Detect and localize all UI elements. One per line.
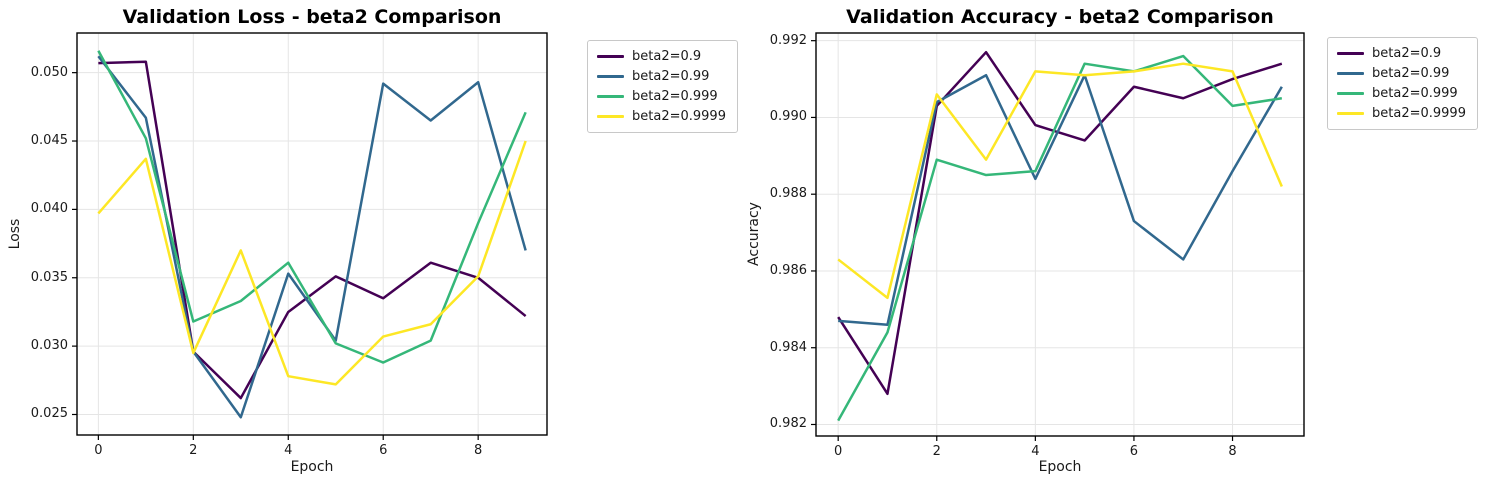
legend-item: beta2=0.9 [597, 48, 726, 65]
legend-label: beta2=0.9 [1372, 46, 1442, 61]
legend-line-swatch [597, 95, 624, 98]
accuracy-chart-title: Validation Accuracy - beta2 Comparison [846, 6, 1274, 28]
accuracy-chart-legend: beta2=0.9 beta2=0.99 beta2=0.999 beta2=0… [1327, 37, 1478, 130]
series-line-beta2-0.9 [98, 60, 527, 400]
legend-line-swatch [1337, 112, 1364, 115]
x-tick-label: 4 [284, 443, 293, 458]
axes-spines [76, 32, 548, 436]
legend-item: beta2=0.99 [597, 68, 726, 85]
y-tick-label: 0.045 [30, 133, 68, 149]
x-tick-label: 0 [94, 443, 103, 458]
legend-item: beta2=0.999 [597, 88, 726, 105]
legend-item: beta2=0.9 [1337, 45, 1466, 62]
series-line-beta2-0.99 [838, 73, 1283, 326]
loss-y-axis-label: Loss [7, 218, 23, 250]
legend-item: beta2=0.9999 [597, 108, 726, 125]
legend-label: beta2=0.9999 [632, 109, 726, 124]
series-line-beta2-0.9999 [837, 62, 1283, 300]
legend-label: beta2=0.9 [632, 49, 702, 64]
legend-label: beta2=0.9999 [1372, 106, 1466, 121]
x-tick-label: 2 [932, 444, 941, 459]
legend-label: beta2=0.999 [1372, 86, 1458, 101]
y-tick-label: 0.982 [769, 416, 807, 432]
legend-item: beta2=0.99 [1337, 65, 1466, 82]
x-tick-label: 8 [1228, 444, 1237, 459]
legend-label: beta2=0.99 [1372, 66, 1450, 81]
legend-label: beta2=0.99 [632, 69, 710, 84]
y-tick-label: 0.025 [30, 406, 68, 422]
x-tick-label: 6 [1129, 444, 1139, 459]
x-tick-label: 6 [379, 443, 388, 458]
legend-line-swatch [597, 75, 624, 78]
axes-spines [815, 32, 1305, 437]
y-tick-label: 0.984 [769, 339, 807, 355]
y-tick-label: 0.035 [30, 269, 68, 285]
loss-chart-legend: beta2=0.9 beta2=0.99 beta2=0.999 beta2=0… [587, 40, 738, 133]
y-tick-label: 0.992 [769, 32, 807, 48]
y-tick-label: 0.050 [30, 64, 68, 80]
accuracy-x-axis-label: Epoch [1038, 459, 1082, 475]
y-tick-label: 0.990 [769, 109, 807, 125]
series-line-beta2-0.9999 [97, 140, 527, 386]
y-tick-label: 0.986 [769, 262, 807, 278]
y-tick-label: 0.040 [30, 201, 68, 217]
x-tick-label: 8 [474, 443, 483, 458]
legend-line-swatch [597, 55, 624, 58]
legend-line-swatch [1337, 92, 1364, 95]
legend-line-swatch [1337, 52, 1364, 55]
legend-item: beta2=0.999 [1337, 85, 1466, 102]
legend-label: beta2=0.999 [632, 89, 718, 104]
series-line-beta2-0.999 [837, 54, 1283, 422]
loss-x-axis-label: Epoch [290, 459, 334, 475]
accuracy-y-axis-label: Accuracy [746, 202, 762, 266]
x-tick-label: 4 [1031, 444, 1040, 459]
legend-line-swatch [1337, 72, 1364, 75]
series-line-beta2-0.99 [97, 55, 527, 419]
y-tick-label: 0.988 [769, 186, 807, 202]
legend-item: beta2=0.9999 [1337, 105, 1466, 122]
series-line-beta2-0.999 [97, 50, 527, 364]
x-tick-label: 0 [834, 444, 843, 459]
x-tick-label: 2 [189, 443, 198, 458]
legend-line-swatch [597, 115, 624, 118]
y-tick-label: 0.030 [30, 338, 68, 354]
loss-chart-title: Validation Loss - beta2 Comparison [122, 6, 502, 28]
